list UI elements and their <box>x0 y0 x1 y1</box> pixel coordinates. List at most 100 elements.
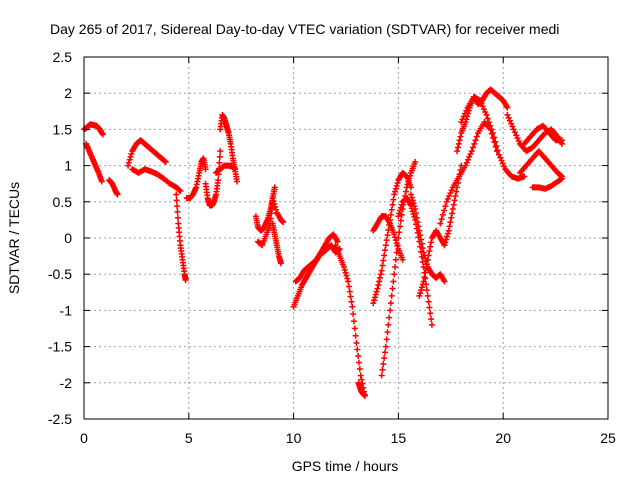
data-point-interp <box>444 233 451 240</box>
data-point-interp <box>466 153 473 160</box>
data-point-interp <box>419 281 426 288</box>
data-point-interp <box>397 207 404 214</box>
data-point-interp <box>381 247 388 254</box>
series-arc-30 <box>521 122 565 147</box>
data-point-interp <box>380 360 387 367</box>
series-arc-10 <box>213 162 238 176</box>
data-point-interp <box>509 123 516 130</box>
data-point-interp <box>388 292 395 299</box>
x-tick-label: 15 <box>391 430 407 446</box>
x-tick-label: 20 <box>495 430 511 446</box>
data-point-interp <box>443 236 450 243</box>
data-point <box>424 256 431 263</box>
chart-title: Day 265 of 2017, Sidereal Day-to-day VTE… <box>50 21 559 37</box>
data-point-interp <box>413 214 420 221</box>
data-point <box>125 162 132 169</box>
series-arc-8 <box>202 148 224 209</box>
data-point <box>391 231 398 238</box>
data-point-interp <box>453 188 460 195</box>
data-point-interp <box>444 195 451 202</box>
data-point-interp <box>511 129 518 136</box>
data-point <box>424 292 431 299</box>
data-point-interp <box>390 278 397 285</box>
data-point-interp <box>379 366 386 373</box>
data-point-interp <box>128 151 135 158</box>
data-point <box>468 148 475 155</box>
data-point-interp <box>354 346 361 353</box>
data-point <box>420 278 427 285</box>
data-point-interp <box>482 109 489 116</box>
series-arc-13 <box>269 220 285 267</box>
series-arc-15 <box>292 231 341 285</box>
data-point <box>489 130 496 137</box>
y-tick-label: 2 <box>64 85 72 101</box>
data-point-interp <box>473 133 480 140</box>
data-point <box>349 303 356 310</box>
data-point-interp <box>350 311 357 318</box>
data-point-interp <box>480 106 487 113</box>
series-arc-18 <box>370 169 414 307</box>
data-point <box>370 300 377 307</box>
x-tick-label: 25 <box>600 430 616 446</box>
data-point <box>357 372 364 379</box>
data-point-interp <box>497 154 504 161</box>
series-arc-2 <box>83 140 105 185</box>
data-point-interp <box>173 197 180 204</box>
data-point-interp <box>397 204 404 211</box>
data-point <box>437 220 444 227</box>
data-point-interp <box>387 300 394 307</box>
data-point-interp <box>407 172 414 179</box>
data-point-interp <box>405 178 412 185</box>
data-point <box>412 158 419 165</box>
data-point-interp <box>423 287 430 294</box>
data-point-interp <box>448 214 455 221</box>
data-point <box>231 166 238 173</box>
data-point-interp <box>422 269 429 276</box>
data-point-interp <box>447 190 454 197</box>
data-point-interp <box>413 210 420 217</box>
data-point-interp <box>484 115 491 122</box>
data-point-interp <box>488 126 495 133</box>
data-point-interp <box>423 265 430 272</box>
data-point <box>558 137 565 144</box>
data-point-interp <box>467 151 474 158</box>
data-point-interp <box>494 147 501 154</box>
data-point-interp <box>442 203 449 210</box>
data-point-interp <box>428 316 435 323</box>
data-point <box>162 158 169 165</box>
data-point <box>278 260 285 267</box>
data-point-interp <box>441 207 448 214</box>
data-point-interp <box>426 304 433 311</box>
data-point-interp <box>513 132 520 139</box>
data-point <box>454 148 461 155</box>
data-point <box>510 126 517 133</box>
series-arc-16 <box>332 242 368 399</box>
data-point <box>382 242 389 249</box>
data-point-interp <box>393 249 400 256</box>
x-axis-label: GPS time / hours <box>292 458 399 474</box>
data-point-interp <box>386 314 393 321</box>
data-point-interp <box>411 203 418 210</box>
data-point-interp <box>383 237 390 244</box>
series-arc-26 <box>458 93 528 182</box>
data-point <box>395 235 402 241</box>
data-point-interp <box>341 266 348 273</box>
data-point <box>361 392 368 399</box>
data-point-interp <box>396 229 403 236</box>
data-point-interp <box>344 275 351 282</box>
data-point-interp <box>449 210 456 217</box>
data-point-interp <box>493 143 500 150</box>
data-point-interp <box>377 271 384 278</box>
data-point-interp <box>397 223 404 230</box>
data-point-interp <box>381 252 388 259</box>
data-point-interp <box>398 201 405 208</box>
data-point-interp <box>418 240 425 247</box>
data-point-interp <box>423 261 430 268</box>
data-point <box>387 307 394 314</box>
series-arc-12 <box>254 195 287 249</box>
data-point <box>215 177 222 184</box>
data-point <box>173 191 180 198</box>
x-tick-label: 10 <box>286 430 302 446</box>
data-point-interp <box>389 285 396 292</box>
